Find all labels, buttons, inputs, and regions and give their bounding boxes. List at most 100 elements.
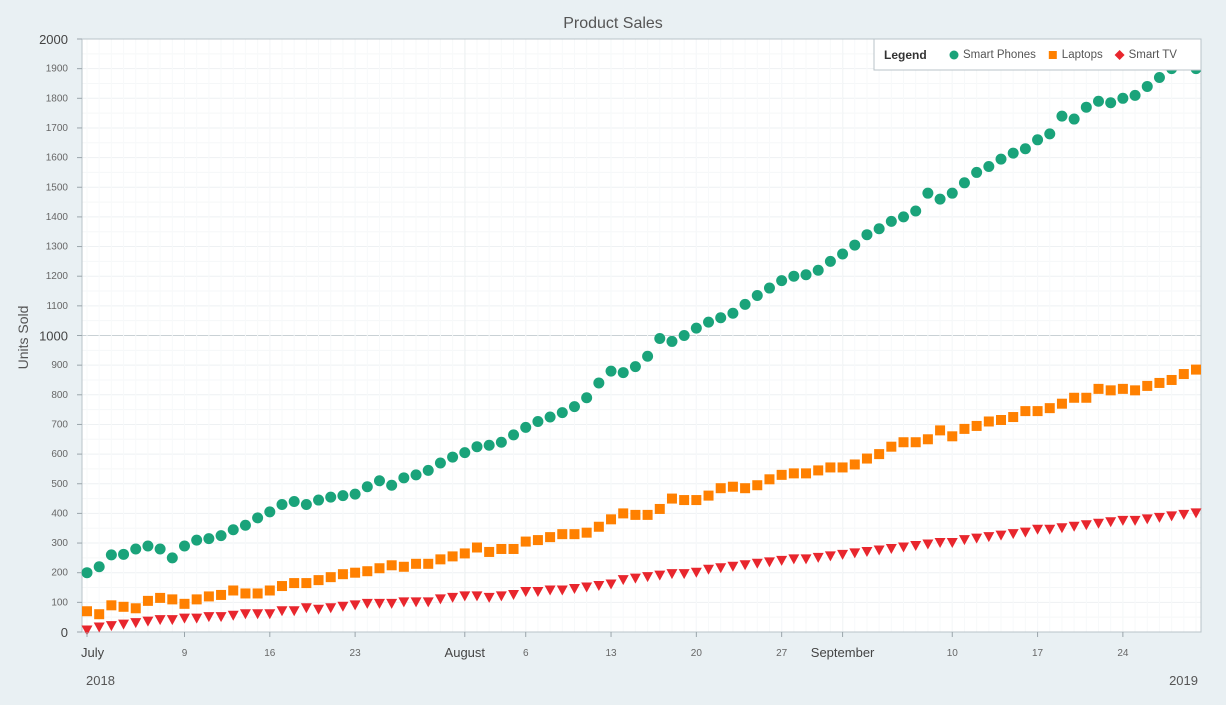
- data-point[interactable]: [203, 533, 215, 545]
- data-point[interactable]: [105, 549, 117, 561]
- data-point[interactable]: [800, 269, 812, 281]
- data-point[interactable]: [544, 411, 556, 423]
- data-point[interactable]: [532, 535, 543, 546]
- data-point[interactable]: [666, 493, 677, 504]
- data-point[interactable]: [545, 532, 556, 543]
- data-point[interactable]: [849, 239, 861, 251]
- data-point[interactable]: [971, 420, 982, 431]
- data-point[interactable]: [1117, 515, 1129, 526]
- data-point[interactable]: [812, 264, 824, 276]
- data-point[interactable]: [1081, 392, 1092, 403]
- data-point[interactable]: [678, 569, 690, 580]
- data-point[interactable]: [654, 332, 666, 344]
- data-point[interactable]: [240, 588, 251, 599]
- data-point[interactable]: [215, 530, 227, 542]
- data-point[interactable]: [495, 591, 507, 602]
- data-point[interactable]: [910, 437, 921, 448]
- data-point[interactable]: [642, 572, 654, 583]
- data-point[interactable]: [1044, 128, 1056, 140]
- data-point[interactable]: [1190, 508, 1202, 519]
- data-point[interactable]: [216, 589, 227, 600]
- data-point[interactable]: [386, 598, 398, 609]
- data-point[interactable]: [471, 542, 482, 553]
- data-point[interactable]: [788, 468, 799, 479]
- data-point[interactable]: [776, 555, 788, 566]
- legend-item[interactable]: Smart TV: [1114, 49, 1178, 61]
- data-point[interactable]: [1141, 80, 1153, 92]
- data-point[interactable]: [690, 567, 702, 578]
- data-point[interactable]: [1019, 143, 1031, 155]
- data-point[interactable]: [666, 335, 678, 347]
- data-point[interactable]: [252, 609, 264, 620]
- data-point[interactable]: [1056, 110, 1068, 122]
- data-point[interactable]: [155, 592, 166, 603]
- data-point[interactable]: [1166, 374, 1177, 385]
- data-point[interactable]: [727, 307, 739, 319]
- data-point[interactable]: [252, 512, 264, 524]
- data-point[interactable]: [337, 490, 349, 502]
- data-point[interactable]: [289, 578, 300, 589]
- data-point[interactable]: [556, 585, 568, 596]
- data-point[interactable]: [118, 548, 130, 560]
- data-point[interactable]: [484, 546, 495, 557]
- data-point[interactable]: [252, 588, 263, 599]
- data-point[interactable]: [861, 453, 872, 464]
- data-point[interactable]: [483, 439, 495, 451]
- data-point[interactable]: [958, 177, 970, 189]
- data-point[interactable]: [752, 480, 763, 491]
- data-point[interactable]: [1105, 97, 1117, 109]
- data-point[interactable]: [568, 584, 580, 595]
- data-point[interactable]: [1068, 521, 1080, 532]
- data-point[interactable]: [94, 609, 105, 620]
- data-point[interactable]: [374, 563, 385, 574]
- data-point[interactable]: [508, 589, 520, 600]
- data-point[interactable]: [1166, 511, 1178, 522]
- data-point[interactable]: [813, 465, 824, 476]
- data-point[interactable]: [106, 600, 117, 611]
- data-point[interactable]: [751, 558, 763, 569]
- data-point[interactable]: [361, 481, 373, 493]
- data-point[interactable]: [1069, 392, 1080, 403]
- data-point[interactable]: [386, 560, 397, 571]
- data-point[interactable]: [227, 524, 239, 536]
- data-point[interactable]: [1130, 385, 1141, 396]
- data-point[interactable]: [1178, 509, 1190, 520]
- data-point[interactable]: [885, 543, 897, 554]
- data-point[interactable]: [922, 434, 933, 445]
- data-point[interactable]: [837, 462, 848, 473]
- data-point[interactable]: [313, 575, 324, 586]
- data-point[interactable]: [93, 561, 105, 573]
- data-point[interactable]: [447, 551, 458, 562]
- data-point[interactable]: [434, 457, 446, 469]
- data-point[interactable]: [605, 365, 617, 377]
- data-point[interactable]: [837, 248, 849, 260]
- data-point[interactable]: [1056, 398, 1067, 409]
- data-point[interactable]: [362, 566, 373, 577]
- data-point[interactable]: [300, 603, 312, 614]
- data-point[interactable]: [276, 606, 288, 617]
- data-point[interactable]: [1056, 523, 1068, 534]
- data-point[interactable]: [1032, 134, 1044, 146]
- data-point[interactable]: [1020, 406, 1031, 417]
- data-point[interactable]: [617, 575, 629, 586]
- data-point[interactable]: [495, 436, 507, 448]
- data-point[interactable]: [885, 215, 897, 227]
- data-point[interactable]: [130, 543, 142, 555]
- data-point[interactable]: [1007, 529, 1019, 540]
- data-point[interactable]: [678, 330, 690, 341]
- data-point[interactable]: [459, 447, 471, 459]
- data-point[interactable]: [82, 606, 92, 617]
- data-point[interactable]: [934, 538, 946, 549]
- data-point[interactable]: [983, 416, 994, 427]
- data-point[interactable]: [1117, 383, 1128, 394]
- data-point[interactable]: [715, 312, 727, 324]
- data-point[interactable]: [946, 538, 958, 549]
- data-point[interactable]: [178, 540, 190, 552]
- data-point[interactable]: [435, 554, 446, 565]
- data-point[interactable]: [910, 205, 922, 217]
- data-point[interactable]: [654, 570, 666, 581]
- data-point[interactable]: [423, 558, 434, 569]
- data-point[interactable]: [1129, 515, 1141, 526]
- data-point[interactable]: [995, 530, 1007, 541]
- data-point[interactable]: [154, 543, 166, 555]
